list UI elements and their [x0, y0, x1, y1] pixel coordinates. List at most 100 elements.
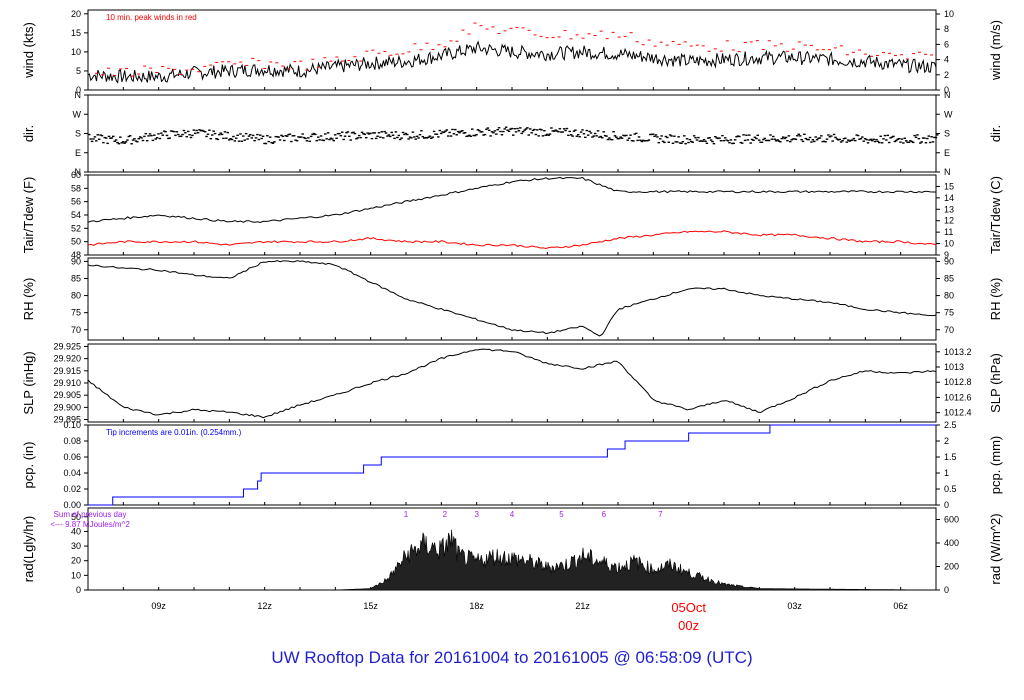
direction-mark — [137, 137, 140, 140]
direction-mark — [786, 139, 789, 142]
direction-mark — [550, 127, 553, 129]
direction-mark — [124, 141, 128, 143]
direction-mark — [332, 139, 336, 142]
direction-mark — [760, 141, 764, 143]
direction-mark — [380, 131, 384, 133]
direction-mark — [811, 139, 815, 141]
direction-mark — [603, 134, 607, 137]
direction-mark — [578, 136, 581, 138]
direction-mark — [931, 141, 935, 143]
direction-mark — [680, 142, 683, 144]
direction-mark — [870, 139, 874, 142]
direction-mark — [251, 134, 255, 137]
direction-mark — [889, 137, 892, 139]
direction-mark — [175, 131, 179, 133]
left-tick-label-rad: 50 — [71, 512, 81, 522]
left-tick-label-temp: 52 — [71, 223, 81, 233]
direction-mark — [141, 139, 145, 142]
direction-mark — [738, 135, 741, 138]
left-tick-label-rad: 20 — [71, 556, 81, 566]
direction-mark — [452, 133, 456, 135]
direction-mark — [519, 127, 522, 129]
left-tick-label-temp: 60 — [71, 170, 81, 180]
direction-mark — [657, 141, 661, 144]
direction-mark — [294, 139, 297, 141]
direction-mark — [708, 137, 711, 139]
direction-mark — [722, 139, 726, 142]
direction-mark — [584, 136, 587, 139]
direction-mark — [895, 139, 898, 142]
right-tick-label-temp: 11 — [944, 227, 953, 237]
direction-mark — [349, 139, 352, 141]
direction-mark — [630, 139, 634, 142]
solar-marker-label: 4 — [510, 510, 515, 519]
panel-frame-rh — [87, 257, 937, 341]
direction-mark — [218, 133, 221, 136]
direction-mark — [383, 130, 386, 133]
direction-mark — [934, 136, 938, 139]
direction-mark — [281, 135, 285, 138]
direction-mark — [119, 136, 122, 138]
direction-mark — [418, 133, 422, 136]
direction-mark — [740, 142, 744, 144]
direction-mark — [151, 139, 155, 142]
direction-mark — [759, 141, 762, 143]
direction-mark — [325, 138, 328, 140]
direction-mark — [647, 139, 651, 141]
direction-mark — [649, 133, 652, 136]
direction-mark — [490, 131, 494, 133]
direction-mark — [215, 137, 218, 140]
series-temp-Tdew — [87, 230, 937, 250]
direction-mark — [688, 138, 692, 141]
direction-mark — [445, 129, 449, 131]
direction-mark — [247, 135, 251, 137]
direction-mark — [121, 141, 125, 143]
direction-mark — [454, 128, 457, 131]
direction-mark — [851, 139, 854, 141]
direction-mark — [165, 134, 169, 137]
direction-mark — [830, 135, 833, 137]
direction-mark — [718, 137, 721, 139]
direction-mark — [698, 140, 702, 142]
direction-mark — [756, 134, 760, 137]
panel-frame-slp — [87, 343, 937, 423]
direction-mark — [565, 127, 569, 130]
direction-mark — [540, 129, 543, 131]
direction-mark — [842, 137, 846, 140]
direction-mark — [592, 135, 596, 137]
direction-mark — [618, 137, 621, 140]
direction-mark — [97, 138, 101, 140]
direction-mark — [593, 132, 597, 135]
direction-mark — [781, 136, 785, 138]
direction-mark — [406, 133, 409, 136]
direction-mark — [396, 136, 399, 139]
direction-mark — [876, 140, 880, 143]
left-tick-label-slp: 29.900 — [53, 402, 81, 412]
solar-marker-label: 3 — [474, 510, 479, 519]
direction-mark — [352, 131, 355, 134]
solar-marker-label: 1 — [404, 510, 409, 519]
direction-mark — [485, 128, 488, 131]
direction-mark — [203, 131, 207, 133]
direction-mark — [259, 134, 262, 136]
direction-mark — [821, 140, 825, 143]
direction-mark — [461, 130, 464, 132]
direction-mark — [691, 141, 694, 143]
direction-mark — [875, 138, 878, 141]
right-tick-label-temp: 9 — [944, 250, 949, 260]
direction-mark — [309, 135, 313, 138]
direction-mark — [623, 135, 627, 137]
left-tick-label-slp: 29.905 — [53, 390, 81, 400]
direction-mark — [502, 130, 505, 133]
direction-mark — [338, 132, 341, 135]
direction-mark — [764, 139, 768, 142]
direction-mark — [153, 134, 156, 136]
direction-mark — [397, 134, 401, 137]
direction-mark — [257, 138, 261, 141]
direction-mark — [407, 138, 410, 140]
direction-mark — [216, 138, 220, 141]
series-pcp-step — [88, 424, 936, 506]
direction-mark — [398, 138, 402, 141]
direction-mark — [838, 138, 841, 141]
